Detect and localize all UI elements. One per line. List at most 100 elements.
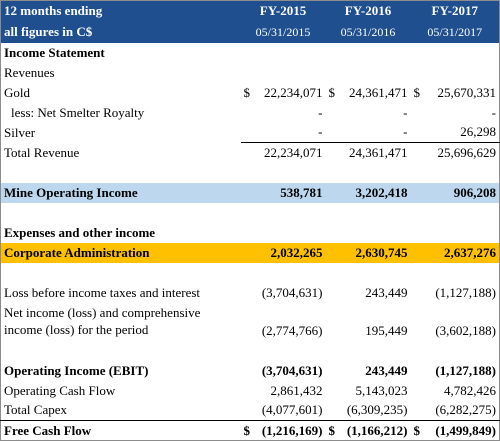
value-wrap: 2,861,432 (244, 383, 323, 399)
header-cell: FY-2017 (410, 0, 500, 22)
row-label: Mine Operating Income (0, 182, 241, 203)
empty-cell (326, 341, 411, 361)
table-row: Total Revenue 22,234,071 24,361,471 25,696,… (1, 143, 500, 163)
label-text: Operating Cash Flow (4, 382, 116, 398)
spacer-row (1, 203, 500, 223)
value-cell (241, 223, 326, 243)
value-cell: - (411, 103, 500, 123)
row-label: Expenses and other income (1, 223, 241, 243)
value-wrap: $ (1,166,212) (329, 423, 408, 439)
value-cell: 2,637,276 (410, 242, 500, 263)
table-row: Free Cash Flow $ (1,216,169) $ (1,166,212) $ (… (0, 420, 500, 441)
value-cell (326, 43, 411, 63)
value-cell: $ (1,216,169) (240, 420, 326, 441)
value-wrap: 4,782,426 (414, 383, 496, 399)
value: - (403, 124, 408, 140)
value: (1,216,169) (261, 422, 323, 438)
value: (1,499,849) (435, 422, 496, 438)
label-line: Net income (loss) and comprehensive (4, 304, 201, 320)
label-text: Total Capex (4, 402, 67, 418)
label-text: Corporate Administration (4, 244, 150, 260)
header-cell: 12 months ending (0, 0, 241, 22)
value-cell: (2,774,766) (241, 303, 326, 341)
row-label: Gold (1, 83, 241, 103)
empty-cell (326, 203, 411, 223)
value: 24,361,471 (349, 144, 408, 160)
value: (6,309,235) (346, 402, 408, 418)
value: 5,143,023 (355, 382, 408, 398)
value: (1,127,188) (435, 362, 496, 378)
value-wrap: 906,208 (414, 185, 496, 201)
value-cell: 243,449 (326, 361, 411, 381)
value-cell: $25,670,331 (411, 83, 500, 103)
value: 25,670,331 (437, 84, 497, 100)
value-wrap: 538,781 (244, 185, 322, 201)
table-row: Operating Cash Flow 2,861,432 5,143,023 4,7… (1, 381, 500, 401)
label-text: Income Statement (4, 44, 105, 60)
currency: $ (243, 84, 251, 100)
label-text: Free Cash Flow (4, 422, 92, 438)
value-wrap: (6,282,275) (414, 402, 496, 418)
value: 2,630,745 (355, 244, 408, 260)
value-cell (241, 63, 326, 83)
header-text: 12 months ending (4, 3, 103, 19)
empty-cell (1, 203, 241, 223)
value-wrap: 26,298 (414, 124, 496, 140)
value-wrap: $ (1,216,169) (244, 423, 323, 439)
value-cell: (6,309,235) (325, 400, 411, 421)
row-label: Corporate Administration (0, 242, 241, 263)
value-wrap: (6,309,235) (329, 402, 408, 418)
value-wrap: (3,704,631) (244, 285, 323, 301)
value-cell (411, 43, 500, 63)
table-row: Silver - - 26,298 (1, 122, 500, 143)
value-wrap: (2,774,766) (244, 323, 323, 339)
empty-cell (411, 341, 500, 361)
row-label: Net income (loss) and comprehensive incom… (1, 303, 241, 341)
value-wrap: $ (1,499,849) (414, 423, 497, 439)
value: (1,166,212) (346, 422, 408, 438)
value-cell: - (326, 103, 411, 123)
value-wrap: 243,449 (329, 284, 408, 301)
value-cell: (1,127,188) (411, 283, 500, 303)
value: 26,298 (460, 124, 496, 140)
value-cell (411, 223, 500, 243)
value: 243,449 (365, 284, 408, 300)
table-row: Income Statement (1, 43, 500, 63)
empty-cell (1, 163, 241, 183)
table-row: less: Net Smelter Royalty - - - (1, 103, 500, 123)
empty-cell (1, 341, 241, 361)
row-label: Operating Cash Flow (1, 381, 241, 401)
label-text: Total Revenue (4, 144, 80, 160)
value-cell: - (241, 103, 326, 123)
value-cell: - (325, 122, 411, 143)
value-cell: 2,032,265 (240, 242, 326, 263)
value-wrap: 2,637,276 (414, 244, 496, 261)
value: 2,861,432 (270, 382, 323, 398)
value: 22,234,071 (264, 144, 323, 160)
row-label: Revenues (1, 63, 241, 83)
value: (2,774,766) (261, 322, 323, 338)
value-wrap: - (414, 105, 496, 121)
value: - (403, 104, 408, 120)
value-cell (326, 223, 411, 243)
table-row: Loss before income taxes and interest (3,… (1, 283, 500, 303)
currency: $ (328, 84, 336, 100)
value-cell: 22,234,071 (241, 143, 326, 163)
value-wrap: (1,127,188) (414, 362, 496, 379)
value-wrap: (1,127,188) (414, 285, 496, 301)
empty-cell (411, 163, 500, 183)
table-row: Expenses and other income (1, 223, 500, 243)
header-text: 05/31/2016 (340, 24, 396, 39)
value-wrap: - (329, 124, 408, 140)
value: 25,696,629 (437, 144, 497, 160)
value-cell: 2,630,745 (325, 242, 411, 263)
empty-cell (241, 263, 326, 283)
value-cell: $24,361,471 (326, 83, 411, 103)
currency: $ (328, 422, 336, 438)
value: 2,637,276 (444, 244, 496, 260)
value-wrap: $24,361,471 (329, 85, 408, 101)
value: 195,449 (365, 322, 408, 338)
label-text: Gold (4, 84, 30, 100)
